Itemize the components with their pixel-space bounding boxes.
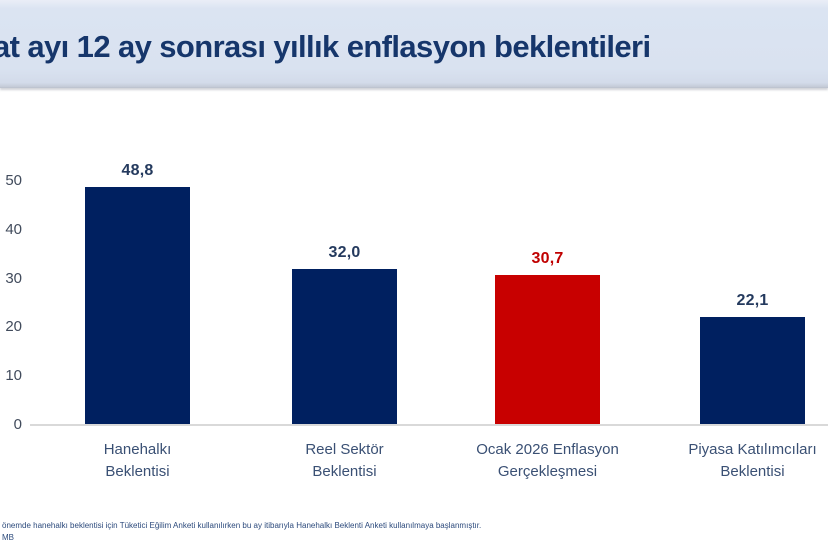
bar (85, 186, 190, 425)
x-axis-line (30, 424, 828, 426)
value-label: 32,0 (328, 243, 361, 261)
bar (700, 317, 805, 425)
y-axis-tick: 20 (5, 318, 22, 336)
category-label: Reel Sektör Beklentisi (305, 441, 384, 480)
slide-title: at ayı 12 ay sonrası yıllık enflasyon be… (0, 29, 651, 64)
bar (495, 275, 600, 425)
y-axis-tick: 30 (5, 269, 22, 287)
y-axis-tick: 40 (5, 220, 22, 238)
y-axis-tick: 50 (5, 172, 22, 189)
category-label: Piyasa Katılımcıları Beklentisi (688, 441, 817, 480)
slide-header: at ayı 12 ay sonrası yıllık enflasyon be… (0, 0, 828, 88)
footnote-line-1: önemde hanehalkı beklentisi için Tüketic… (2, 521, 482, 530)
footnote-line-2: MB (2, 533, 14, 542)
category-label: Ocak 2026 Enflasyon Gerçekleşmesi (476, 441, 619, 480)
value-label: 48,8 (121, 161, 154, 179)
value-label: 22,1 (736, 292, 769, 310)
bar (292, 268, 397, 425)
y-axis-tick: 10 (5, 367, 22, 385)
value-label: 30,7 (531, 250, 564, 268)
category-label: Hanehalkı Beklentisi (103, 441, 172, 480)
y-axis-tick: 0 (13, 416, 22, 433)
